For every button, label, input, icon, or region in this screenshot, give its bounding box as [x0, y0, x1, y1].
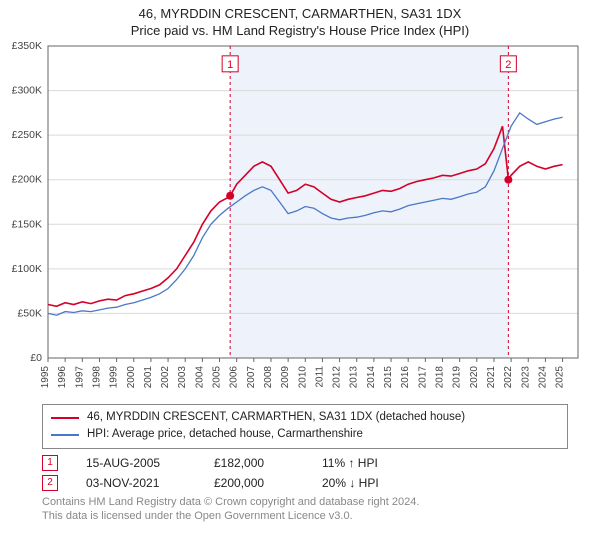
svg-text:2006: 2006 [229, 366, 240, 389]
svg-text:2018: 2018 [434, 366, 445, 389]
svg-text:1999: 1999 [109, 366, 120, 389]
footer-line1: Contains HM Land Registry data © Crown c… [42, 495, 568, 510]
svg-text:£350K: £350K [12, 40, 42, 52]
svg-text:2000: 2000 [126, 366, 137, 389]
chart-area: £0 £50K £100K £150K £200K £250K £300K £350K 1995… [0, 38, 600, 398]
svg-text:2015: 2015 [383, 366, 394, 389]
svg-text:2002: 2002 [160, 366, 171, 389]
svg-text:2: 2 [505, 59, 511, 71]
svg-text:2013: 2013 [349, 366, 360, 389]
legend-item-hpi: HPI: Average price, detached house, Carm… [51, 426, 559, 443]
svg-text:2022: 2022 [503, 366, 514, 389]
svg-text:1998: 1998 [91, 366, 102, 389]
chart-svg: £0 £50K £100K £150K £200K £250K £300K £350K 1995… [0, 38, 600, 398]
svg-text:2009: 2009 [280, 366, 291, 389]
datapoint-badge: 1 [42, 455, 58, 471]
svg-text:1995: 1995 [40, 366, 51, 389]
svg-text:£300K: £300K [12, 85, 42, 97]
svg-text:£50K: £50K [17, 307, 42, 319]
svg-text:2003: 2003 [177, 366, 188, 389]
title-line1: 46, MYRDDIN CRESCENT, CARMARTHEN, SA31 1… [0, 6, 600, 21]
svg-text:1997: 1997 [74, 366, 85, 389]
svg-text:2007: 2007 [246, 366, 257, 389]
svg-text:£0: £0 [30, 352, 42, 364]
svg-text:2011: 2011 [314, 366, 325, 388]
svg-text:1996: 1996 [57, 366, 68, 389]
svg-text:2010: 2010 [297, 366, 308, 389]
footer-text: Contains HM Land Registry data © Crown c… [42, 495, 568, 525]
svg-text:2008: 2008 [263, 366, 274, 389]
legend-swatch [51, 417, 79, 419]
datapoint-price: £200,000 [214, 476, 294, 490]
svg-text:2001: 2001 [143, 366, 154, 389]
svg-text:2025: 2025 [555, 366, 566, 389]
legend-item-property: 46, MYRDDIN CRESCENT, CARMARTHEN, SA31 1… [51, 409, 559, 426]
svg-text:2014: 2014 [366, 366, 377, 389]
svg-text:2021: 2021 [486, 366, 497, 389]
svg-text:2005: 2005 [212, 366, 223, 389]
datapoint-price: £182,000 [214, 456, 294, 470]
footer-line2: This data is licensed under the Open Gov… [42, 509, 568, 524]
svg-text:£150K: £150K [12, 218, 42, 230]
legend-label: 46, MYRDDIN CRESCENT, CARMARTHEN, SA31 1… [87, 409, 465, 426]
svg-text:1: 1 [227, 59, 233, 71]
title-line2: Price paid vs. HM Land Registry's House … [0, 23, 600, 38]
svg-text:2019: 2019 [452, 366, 463, 389]
svg-text:2024: 2024 [537, 366, 548, 389]
svg-text:2023: 2023 [520, 366, 531, 389]
datapoint-row-1: 1 15-AUG-2005 £182,000 11% ↑ HPI [42, 455, 568, 471]
legend-swatch [51, 434, 79, 436]
svg-text:2016: 2016 [400, 366, 411, 389]
svg-text:2004: 2004 [194, 366, 205, 389]
datapoint-row-2: 2 03-NOV-2021 £200,000 20% ↓ HPI [42, 475, 568, 491]
legend-box: 46, MYRDDIN CRESCENT, CARMARTHEN, SA31 1… [42, 404, 568, 449]
datapoint-pct: 11% ↑ HPI [322, 456, 422, 470]
svg-text:2020: 2020 [469, 366, 480, 389]
datapoint-date: 03-NOV-2021 [86, 476, 186, 490]
svg-text:2017: 2017 [417, 366, 428, 389]
legend-label: HPI: Average price, detached house, Carm… [87, 426, 363, 443]
datapoint-date: 15-AUG-2005 [86, 456, 186, 470]
svg-text:£200K: £200K [12, 174, 42, 186]
svg-text:2012: 2012 [332, 366, 343, 389]
datapoint-badge: 2 [42, 475, 58, 491]
figure-container: 46, MYRDDIN CRESCENT, CARMARTHEN, SA31 1… [0, 0, 600, 524]
svg-text:£100K: £100K [12, 263, 42, 275]
datapoint-pct: 20% ↓ HPI [322, 476, 422, 490]
datapoints-table: 1 15-AUG-2005 £182,000 11% ↑ HPI 2 03-NO… [42, 455, 568, 491]
svg-text:£250K: £250K [12, 129, 42, 141]
